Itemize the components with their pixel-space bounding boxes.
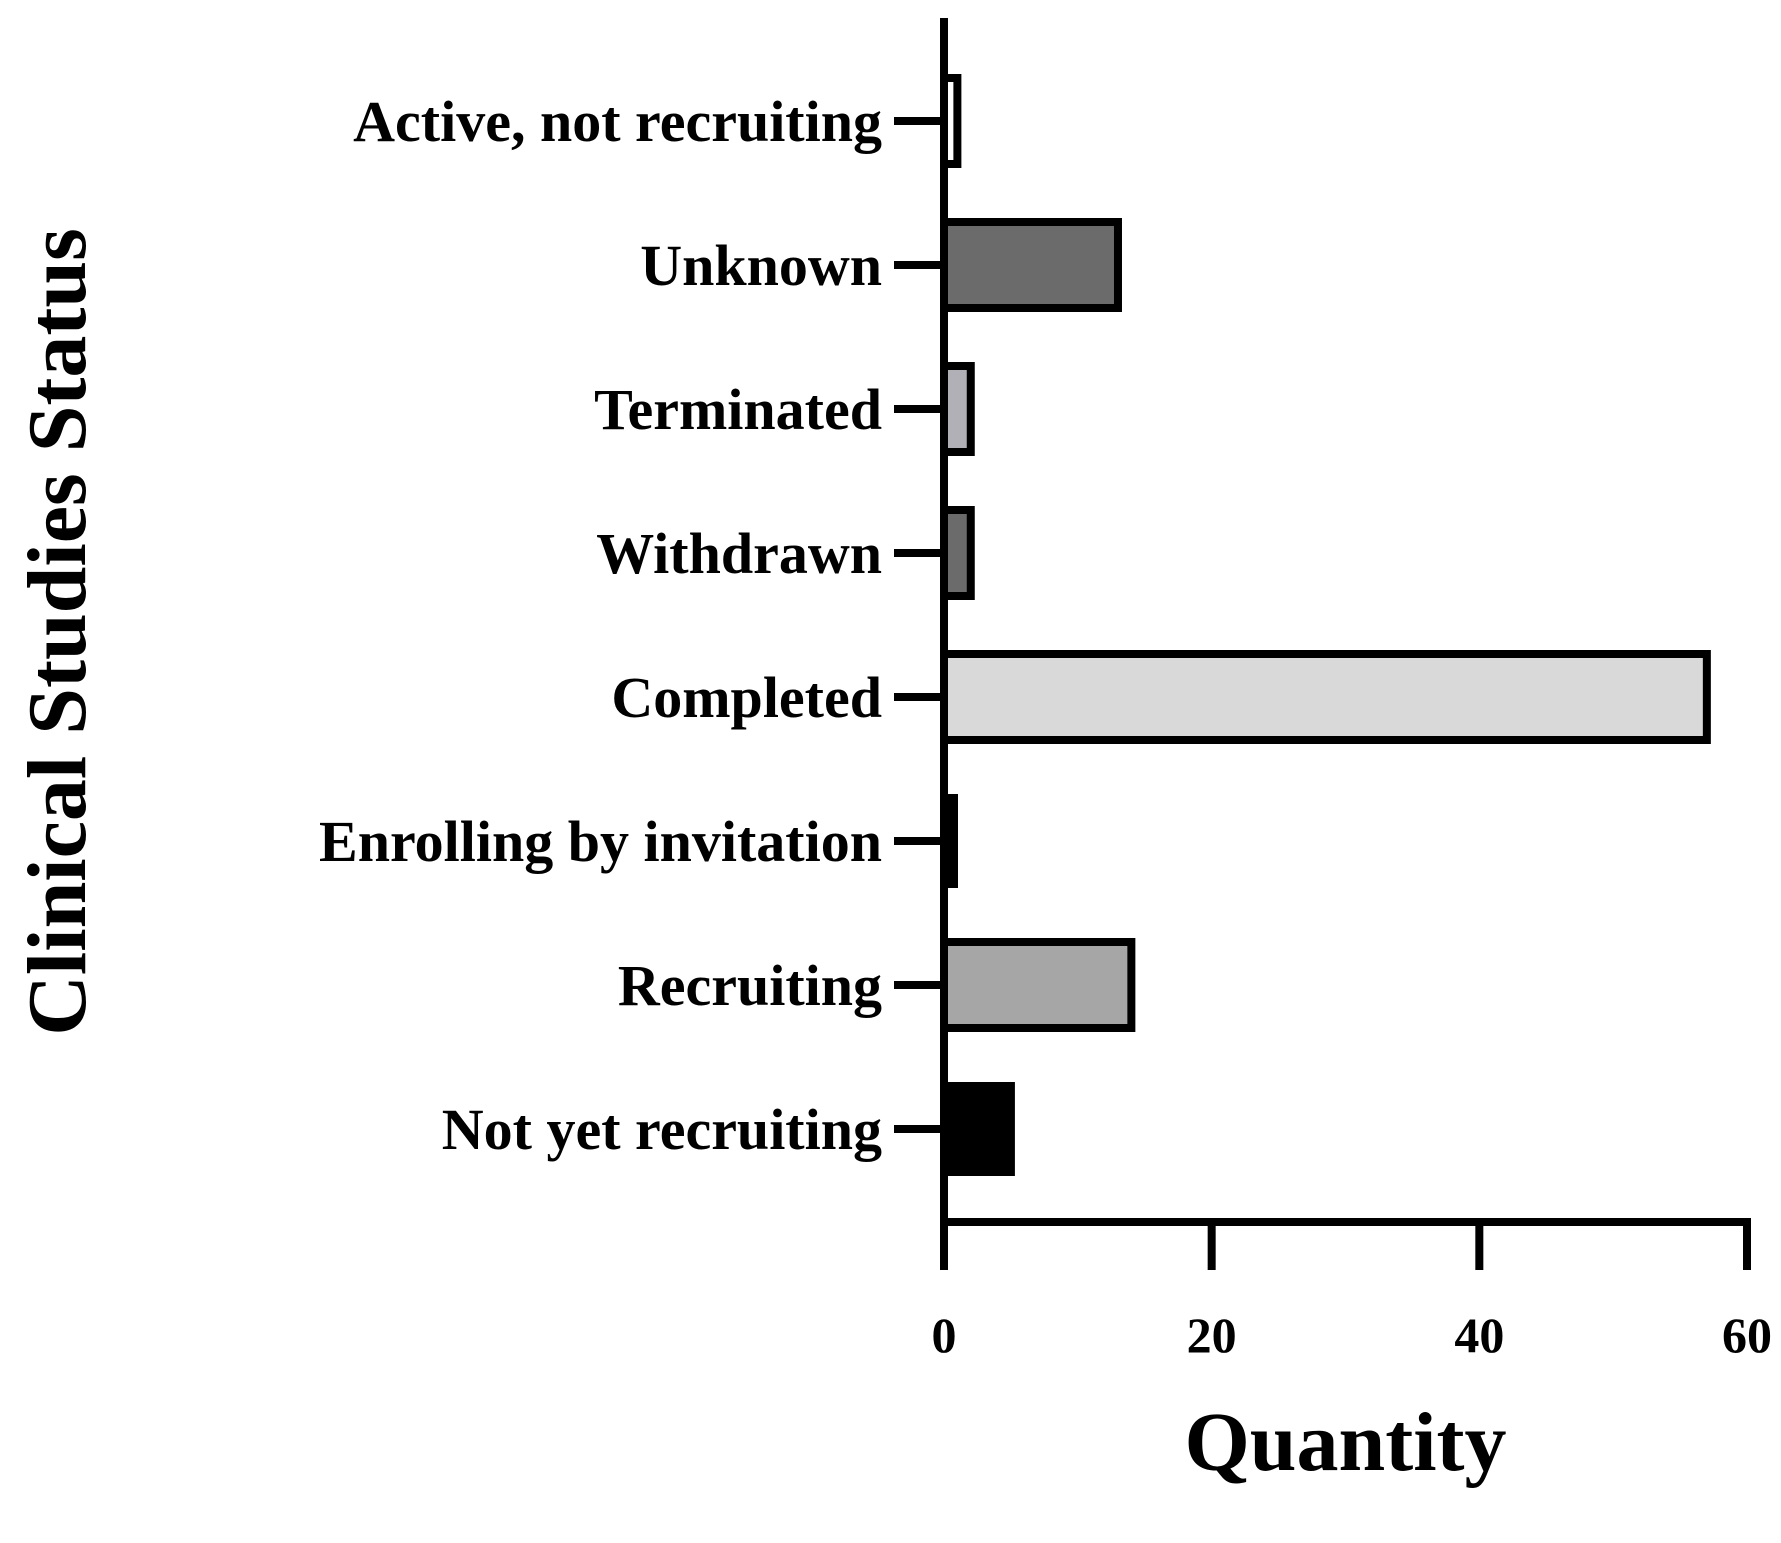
category-label-unknown: Unknown [640, 233, 882, 298]
x-axis-title: Quantity [1184, 1396, 1506, 1489]
x-tick-label-0: 0 [932, 1307, 957, 1363]
y-axis-title: Clinical Studies Status [11, 228, 104, 1036]
category-label-enrolling-by-invitation: Enrolling by invitation [319, 809, 882, 874]
x-tick-label-40: 40 [1454, 1307, 1504, 1363]
bar-completed [940, 650, 1711, 744]
bar-unknown [940, 218, 1122, 312]
category-label-recruiting: Recruiting [618, 953, 882, 1018]
y-axis-ticks [894, 117, 944, 1133]
category-label-terminated: Terminated [594, 377, 882, 442]
x-tick-label-20: 20 [1187, 1307, 1237, 1363]
bar-not-yet-recruiting [940, 1082, 1015, 1176]
category-label-active-not-recruiting: Active, not recruiting [353, 89, 882, 154]
category-labels: Active, not recruiting Unknown Terminated W… [319, 89, 882, 1162]
bar-terminated [940, 362, 975, 456]
category-label-not-yet-recruiting: Not yet recruiting [442, 1097, 882, 1162]
category-label-withdrawn: Withdrawn [596, 521, 882, 586]
x-axis-ticks: 0 20 40 60 [932, 1222, 1772, 1363]
bar-recruiting [940, 938, 1136, 1032]
bar-withdrawn [940, 506, 975, 600]
bars-group [940, 74, 1711, 1176]
x-tick-label-60: 60 [1722, 1307, 1772, 1363]
category-label-completed: Completed [611, 665, 882, 730]
